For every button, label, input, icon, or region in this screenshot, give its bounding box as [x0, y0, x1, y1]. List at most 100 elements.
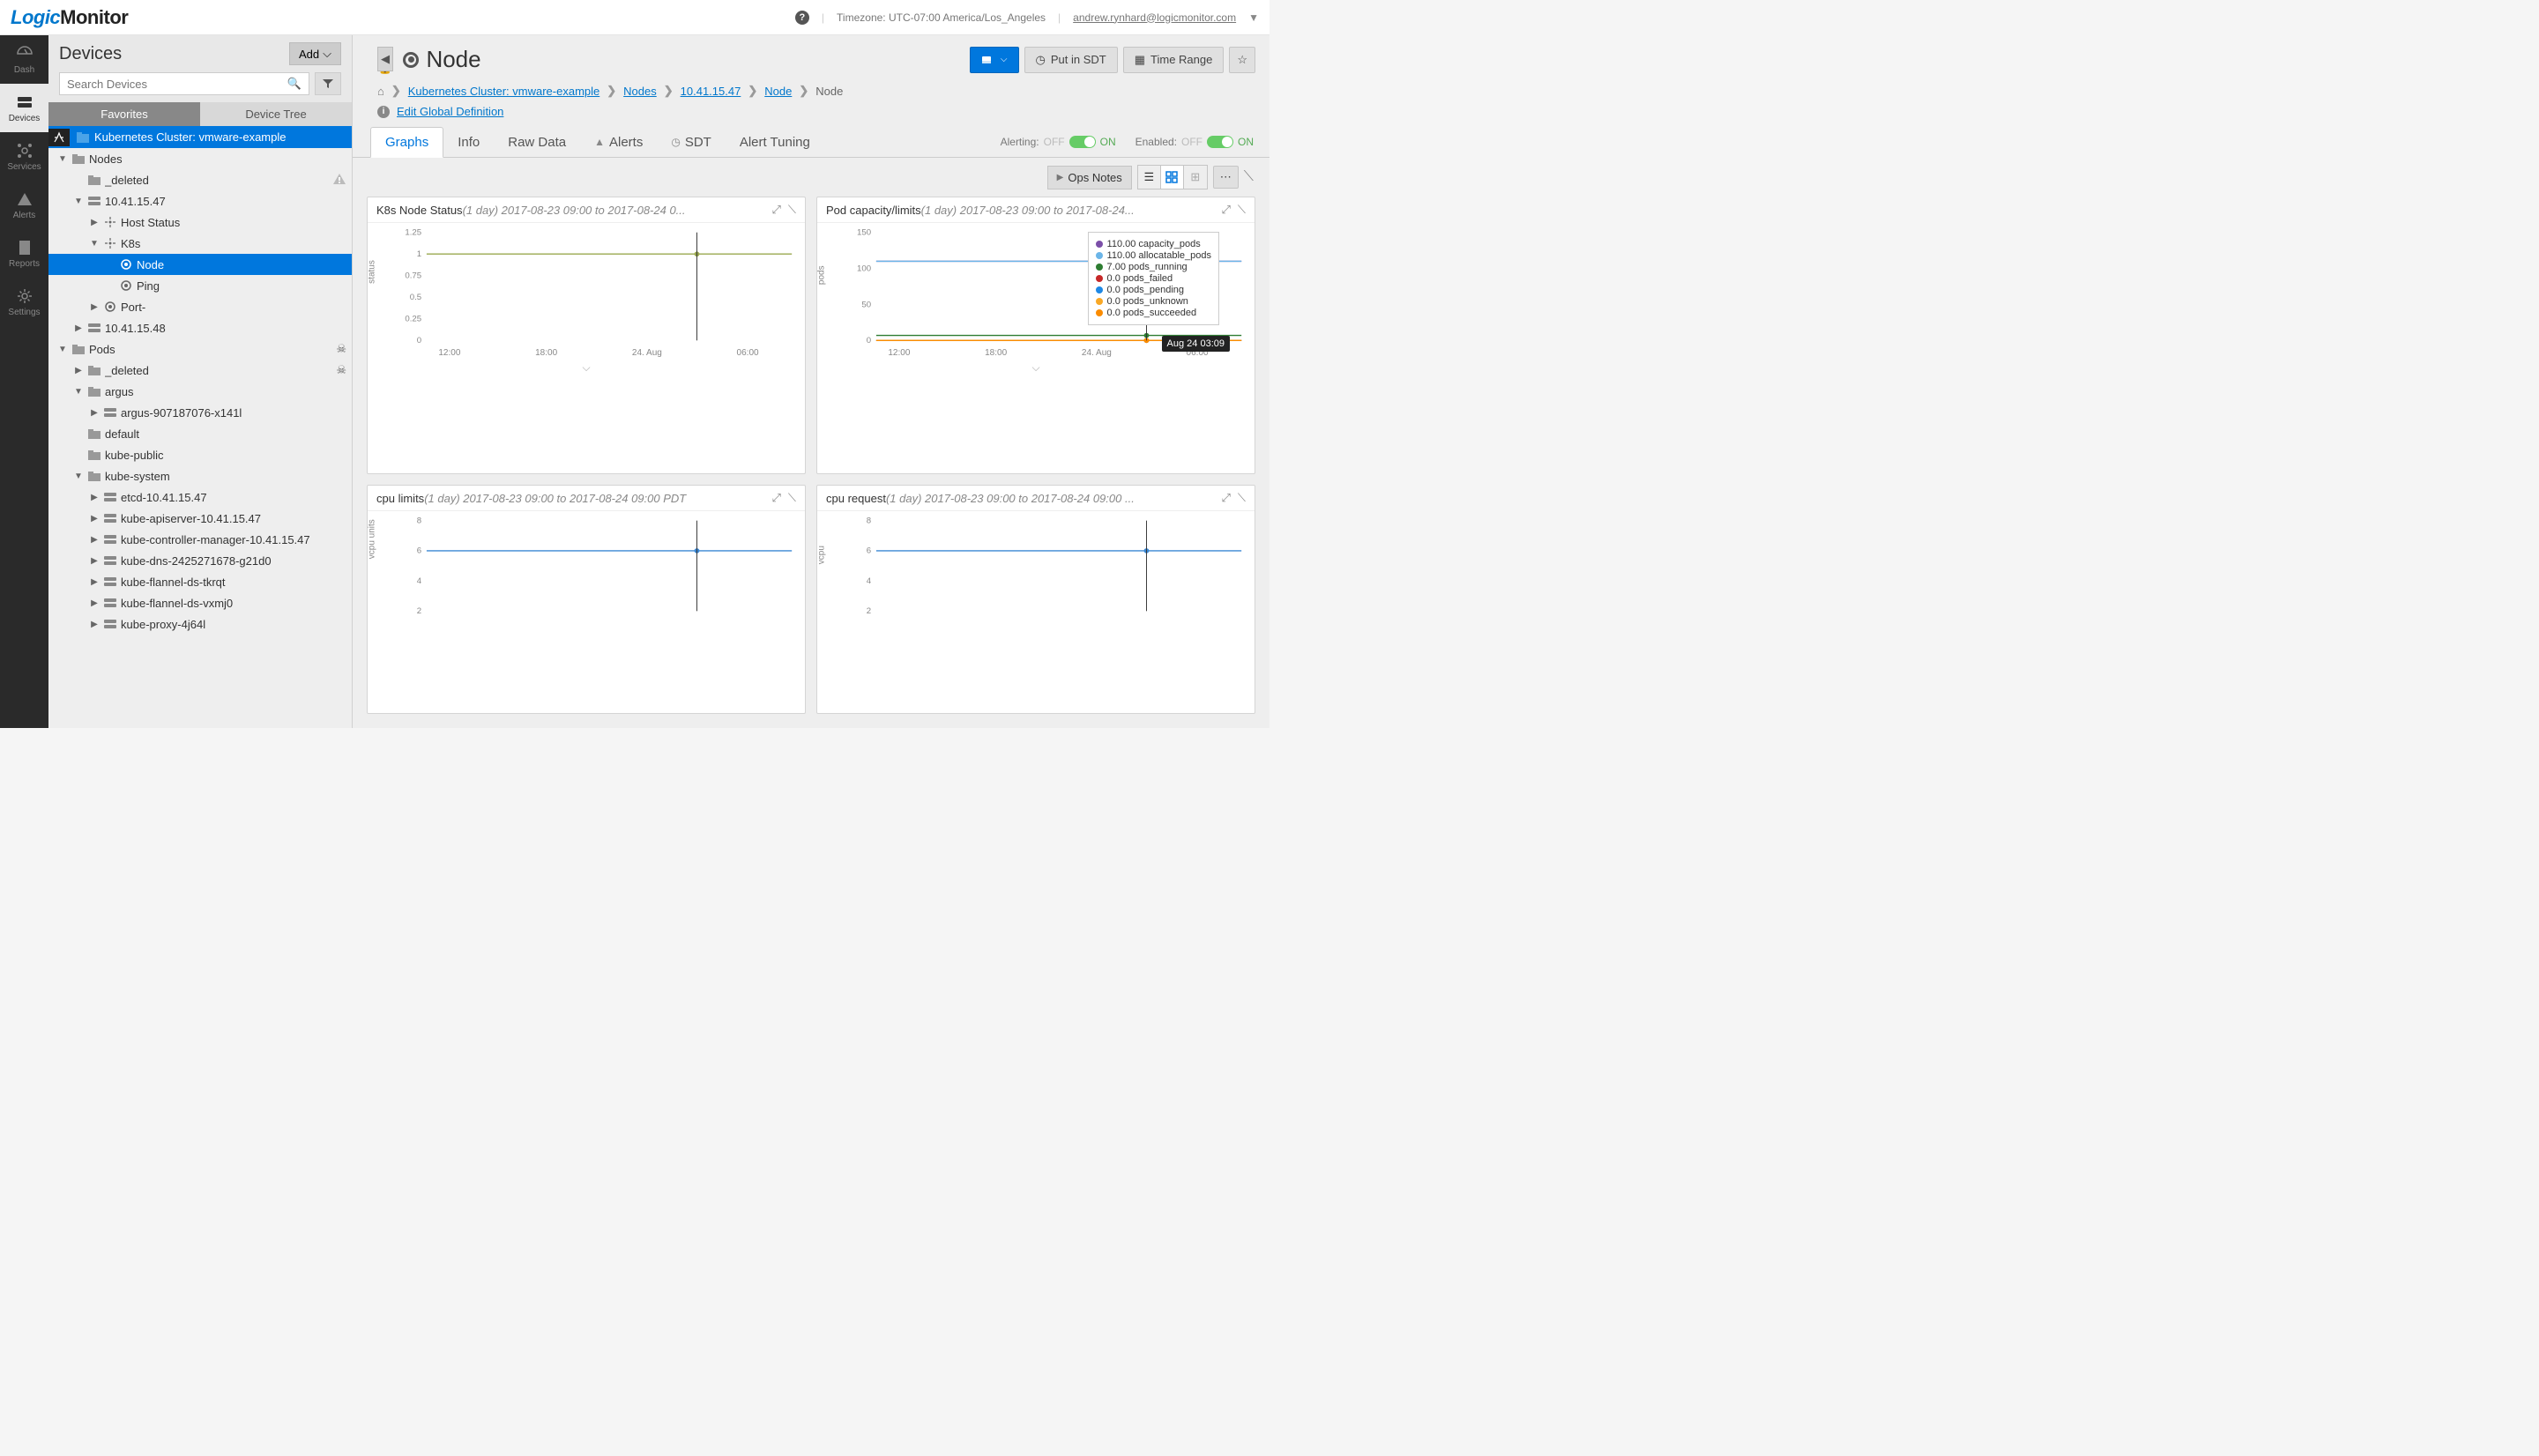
chevron-icon[interactable]: ▼ [57, 154, 68, 164]
tab-raw-data[interactable]: Raw Data [494, 128, 580, 157]
tree-item[interactable]: ▼10.41.15.47 [48, 190, 352, 212]
chevron-icon[interactable]: ▼ [89, 239, 100, 249]
expand-handle[interactable]: ⌵ [817, 361, 1255, 377]
chevron-icon[interactable]: ▶ [89, 408, 100, 418]
user-menu[interactable]: andrew.rynhard@logicmonitor.com [1073, 11, 1236, 24]
chevron-icon[interactable]: ▼ [57, 345, 68, 354]
tree-item[interactable]: Node [48, 254, 352, 275]
tree-item[interactable]: ▼Pods☠ [48, 338, 352, 360]
chevron-down-icon[interactable]: ⟍ [1238, 203, 1246, 217]
tree-item[interactable]: ▼kube-system [48, 465, 352, 487]
tab-alert-tuning[interactable]: Alert Tuning [726, 128, 824, 157]
expand-icon[interactable]: ⤢ [771, 203, 780, 217]
tree-item[interactable]: ▶_deleted☠ [48, 360, 352, 381]
chevron-icon[interactable]: ▶ [89, 218, 100, 227]
expand-icon[interactable]: ⤢ [771, 491, 780, 505]
chevron-icon[interactable]: ▶ [73, 323, 84, 333]
chevron-icon[interactable]: ▶ [89, 577, 100, 587]
chart-body[interactable]: status1.2510.750.50.250 [368, 223, 805, 346]
expand-icon[interactable]: ⤢ [1221, 491, 1230, 505]
put-in-sdt-button[interactable]: ◷Put in SDT [1024, 47, 1118, 73]
time-range-button[interactable]: ▦Time Range [1123, 47, 1225, 73]
search-box[interactable]: 🔍 [59, 72, 309, 95]
chevron-down-icon[interactable]: ⟍ [788, 491, 796, 505]
chevron-icon[interactable]: ▶ [73, 366, 84, 375]
search-icon[interactable]: 🔍 [287, 77, 302, 91]
chevron-down-icon[interactable]: ⟍ [788, 203, 796, 217]
chevron-icon[interactable]: ▼ [73, 472, 84, 481]
pin-icon[interactable] [48, 129, 70, 146]
edit-global-definition-link[interactable]: Edit Global Definition [397, 105, 503, 118]
tree-item[interactable]: ▶Port- [48, 296, 352, 317]
chevron-icon[interactable]: ▶ [89, 556, 100, 566]
tree-item[interactable]: ▼Nodes [48, 148, 352, 169]
tree-item[interactable]: ▶kube-flannel-ds-vxmj0 [48, 592, 352, 613]
expand-icon[interactable]: ⤢ [1221, 203, 1230, 217]
help-icon[interactable]: ? [795, 11, 809, 25]
tree-item[interactable]: _deleted [48, 169, 352, 190]
tab-graphs[interactable]: Graphs [370, 127, 443, 158]
tree-item[interactable]: ▶kube-controller-manager-10.41.15.47 [48, 529, 352, 550]
tree-item[interactable]: kube-public [48, 444, 352, 465]
tree-item[interactable]: Ping [48, 275, 352, 296]
breadcrumb-link[interactable]: 10.41.15.47 [681, 85, 741, 98]
nav-reports[interactable]: Reports [0, 229, 48, 278]
tree-item[interactable]: ▶kube-proxy-4j64l [48, 613, 352, 635]
tab-sdt[interactable]: ◷ SDT [657, 128, 725, 157]
tree-item[interactable]: default [48, 423, 352, 444]
chevron-down-icon[interactable]: ▼ [1248, 11, 1259, 24]
add-button[interactable]: Add ⌵ [289, 42, 341, 65]
expand-handle[interactable]: ⌵ [368, 361, 805, 377]
chevron-icon[interactable]: ▶ [89, 535, 100, 545]
tab-alerts[interactable]: ▲ Alerts [580, 128, 657, 157]
home-icon[interactable]: ⌂ [377, 85, 384, 98]
tree-item[interactable]: ▶kube-apiserver-10.41.15.47 [48, 508, 352, 529]
tree-item[interactable]: ▶argus-907187076-x141l [48, 402, 352, 423]
tree-item[interactable]: ▶etcd-10.41.15.47 [48, 487, 352, 508]
tab-info[interactable]: Info [443, 128, 494, 157]
favorite-button[interactable]: ☆ [1229, 47, 1255, 73]
chart-body[interactable]: vcpu8642 [817, 511, 1255, 617]
nav-alerts[interactable]: Alerts [0, 181, 48, 229]
nav-services[interactable]: Services [0, 132, 48, 181]
sidebar-tab-favorites[interactable]: Favorites [48, 102, 200, 126]
more-options-button[interactable]: ⋯ [1213, 166, 1239, 189]
tree-banner[interactable]: Kubernetes Cluster: vmware-example [48, 126, 352, 148]
view-grid3-button[interactable]: ⊞ [1184, 166, 1207, 189]
tree-item[interactable]: ▶kube-flannel-ds-tkrqt [48, 571, 352, 592]
ops-notes-button[interactable]: ▶Ops Notes [1047, 166, 1132, 189]
chevron-icon[interactable]: ▼ [73, 197, 84, 206]
nav-settings[interactable]: Settings [0, 278, 48, 326]
filter-button[interactable] [315, 72, 341, 95]
chevron-icon[interactable]: ▶ [89, 493, 100, 502]
sidebar-tab-device-tree[interactable]: Device Tree [200, 102, 352, 126]
tree-item[interactable]: ▶10.41.15.48 [48, 317, 352, 338]
chevron-icon[interactable]: ▶ [89, 514, 100, 524]
collapse-sidebar-button[interactable]: ◀ [377, 47, 393, 71]
breadcrumb-link[interactable]: Node [764, 85, 792, 98]
breadcrumb-link[interactable]: Nodes [623, 85, 657, 98]
view-list-button[interactable]: ☰ [1138, 166, 1161, 189]
enabled-toggle[interactable]: Enabled: OFFON [1135, 136, 1254, 148]
tree-item[interactable]: ▶kube-dns-2425271678-g21d0 [48, 550, 352, 571]
chevron-down-icon[interactable]: ⟍ [1238, 491, 1246, 505]
chart-body[interactable]: vcpu units8642 [368, 511, 805, 617]
chart-title-bar: cpu limits(1 day) 2017-08-23 09:00 to 20… [368, 486, 805, 511]
alerting-toggle[interactable]: Alerting: OFFON [1001, 136, 1116, 148]
tree-item[interactable]: ▶Host Status [48, 212, 352, 233]
device-icon [103, 597, 117, 609]
chevron-icon[interactable]: ▶ [89, 302, 100, 312]
chevron-icon[interactable]: ▼ [73, 387, 84, 397]
chevron-icon[interactable]: ▶ [89, 598, 100, 608]
search-input[interactable] [67, 78, 287, 91]
nav-dash[interactable]: Dash [0, 35, 48, 84]
device-type-button[interactable]: ⌵ [970, 47, 1019, 73]
breadcrumb-separator: ❯ [607, 84, 616, 98]
chart-body[interactable]: pods150100500110.00 capacity_pods110.00 … [817, 223, 1255, 346]
nav-devices[interactable]: Devices [0, 84, 48, 132]
chevron-icon[interactable]: ▶ [89, 620, 100, 629]
view-grid2-button[interactable] [1161, 166, 1184, 189]
tree-item[interactable]: ▼K8s [48, 233, 352, 254]
breadcrumb-link[interactable]: Kubernetes Cluster: vmware-example [408, 85, 599, 98]
tree-item[interactable]: ▼argus [48, 381, 352, 402]
